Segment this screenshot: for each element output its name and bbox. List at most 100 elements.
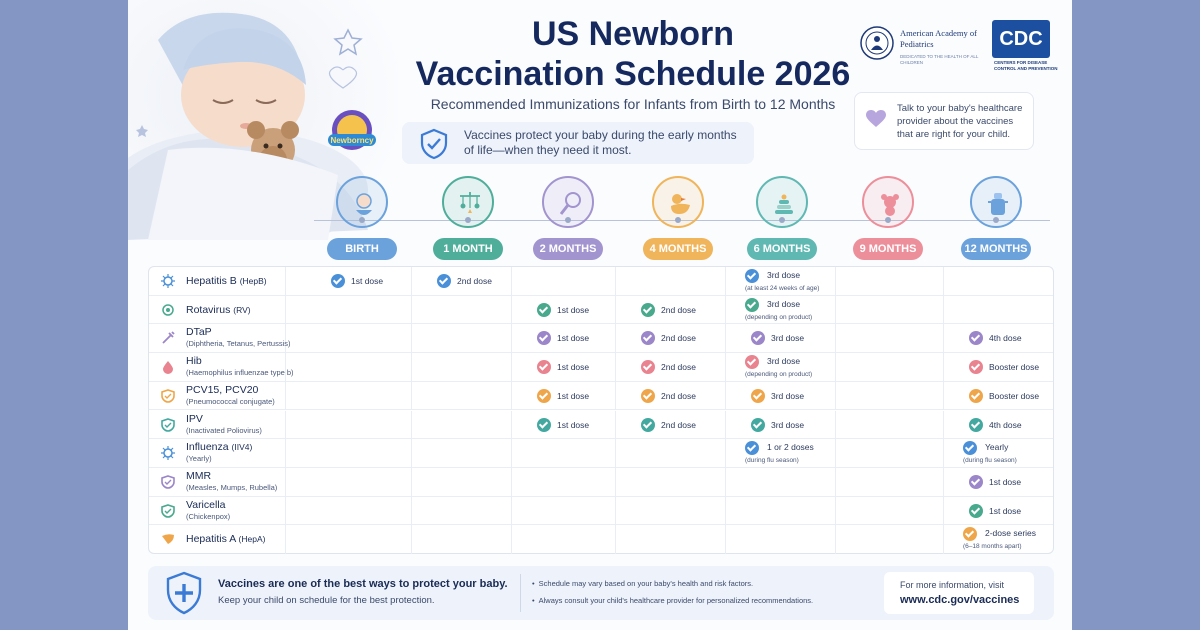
table-row: Hepatitis B (HepB) 1st dose 2nd dose (at le… [149,267,1053,296]
vaccine-full-name: (Pneumococcal conjugate) [186,396,275,406]
dose-label: 3rd dose [771,333,805,344]
aap-name: American Academy of Pediatrics [900,28,977,49]
table-row: DTaP (Diphtheria, Tetanus, Pertussis) 1st … [149,324,1053,354]
dose-cell: 2nd dose [615,296,725,324]
newborncy-badge-icon: Newborncy [328,110,376,150]
vaccine-full-name: (Haemophilus influenzae type b) [186,368,294,378]
badge-text: Newborncy [330,136,374,145]
column-divider [285,381,286,410]
mobile-icon [460,192,480,213]
provider-note-card: Talk to your baby's healthcare provider … [854,92,1034,150]
table-row: MMR (Measles, Mumps, Rubella) 1st dose [149,467,1053,497]
footer-divider [520,574,521,612]
shield-icon [161,417,175,432]
dose-cell: 1st dose [511,353,615,381]
vaccine-name: Hepatitis B (HepB) [186,275,267,287]
column-divider [285,467,286,496]
dose-label: 2nd dose [661,419,696,430]
dose-cell: 3rd dose [725,324,835,352]
vaccine-abbreviation: (IIV4) [231,442,253,453]
column-divider [835,525,836,554]
dose-label: 1st dose [989,476,1022,487]
timeline-dot [675,217,681,223]
column-divider [511,496,512,525]
poster: Newborncy US Newborn Vaccination Schedul… [128,0,1072,630]
footer-subline: Keep your child on schedule for the best… [218,595,435,606]
dose-label: 3rd dose [767,356,801,367]
column-divider [615,496,616,525]
vaccine-full-name: (Inactivated Poliovirus) [186,425,262,435]
teddy-bear-icon [881,194,899,216]
column-divider [835,410,836,439]
age-icon-circle [336,176,388,228]
more-info-box: For more information, visit www.cdc.gov/… [884,572,1034,614]
dose-label: Yearly [985,442,1009,453]
column-divider [835,267,836,295]
check-icon [969,388,983,403]
vaccine-name: Hepatitis A (HepA) [186,533,266,546]
dose-label: 1st dose [557,419,590,430]
column-divider [835,439,836,467]
column-divider [943,295,944,324]
page-subtitle: Recommended Immunizations for Infants fr… [430,96,836,112]
vaccine-name: Hib [186,355,202,368]
dose-label: 3rd dose [767,298,801,309]
check-icon [537,417,551,432]
check-icon [969,417,983,432]
check-icon [641,417,655,432]
check-icon [751,388,765,403]
stacking-rings-icon [775,194,793,214]
dose-cell: 1st dose [511,382,615,410]
dose-label: 3rd dose [771,419,805,430]
cdc-vaccines-link[interactable]: www.cdc.gov/vaccines [900,594,1020,606]
table-row: Hepatitis A (HepA) (6–18 months apart) 2-d… [149,525,1053,554]
column-divider [285,353,286,381]
dose-cell: 1st dose [511,324,615,352]
vaccine-name: IPV [186,412,203,425]
dose-label: 1st dose [557,304,590,315]
dose-cell: 1st dose [305,267,411,295]
column-divider [285,267,286,295]
rotavirus-icon [162,303,174,316]
dose-cell: 2nd dose [615,324,725,352]
dose-label: 2nd dose [661,304,696,315]
column-divider [285,410,286,439]
column-divider [943,496,944,525]
column-divider [725,496,726,525]
liver-icon [162,534,174,545]
dose-label: Booster dose [989,390,1040,401]
column-divider [943,439,944,467]
dose-cell: 4th dose [943,324,1053,352]
age-label: 2 MONTHS [533,238,603,260]
protection-banner: Vaccines protect your baby during the ea… [402,122,754,164]
footer-headline: Vaccines are one of the best ways to pro… [218,578,508,590]
table-row: IPV (Inactivated Poliovirus) 1st dose 2nd d… [149,410,1053,440]
dose-label: 1st dose [557,333,590,344]
check-icon [751,417,765,432]
age-label: 12 MONTHS [961,238,1031,260]
check-icon [745,297,759,312]
column-divider [411,295,412,324]
check-icon [537,302,551,317]
vaccine-name: Varicella [186,498,226,511]
shield-icon [161,475,175,489]
table-row: Hib (Haemophilus influenzae type b) 1st do… [149,353,1053,382]
syringe-icon [162,331,175,345]
column-divider [835,295,836,324]
dose-label: 2nd dose [661,333,696,344]
column-divider [835,353,836,381]
table-row: Influenza (IIV4) (Yearly) (during flu seas… [149,439,1053,468]
more-info-label: For more information, visit [900,580,1005,590]
dose-label: 1st dose [557,390,590,401]
virus-icon [161,274,175,288]
cdc-logo: CDC [992,20,1050,58]
column-divider [511,381,512,410]
dose-label: 1st dose [557,362,590,373]
dose-note: (during flu season) [963,457,1017,465]
column-divider [615,439,616,467]
dose-label: Booster dose [989,362,1040,373]
dose-cell: (during flu season) 1 or 2 doses [725,439,835,467]
column-divider [835,381,836,410]
heart-icon [866,110,886,127]
check-icon [537,388,551,403]
